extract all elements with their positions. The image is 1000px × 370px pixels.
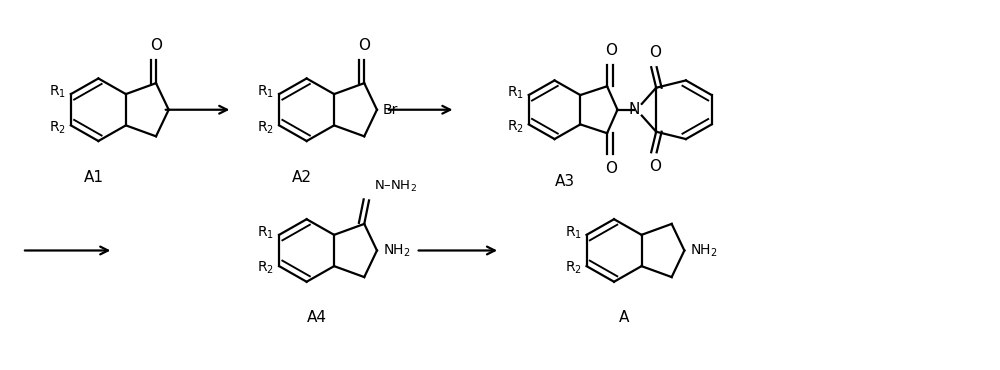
Text: O: O bbox=[649, 46, 661, 60]
Text: Br: Br bbox=[383, 103, 398, 117]
Text: R$_2$: R$_2$ bbox=[49, 119, 66, 135]
Text: R$_1$: R$_1$ bbox=[49, 84, 66, 100]
Text: O: O bbox=[605, 43, 617, 58]
Text: R$_2$: R$_2$ bbox=[565, 260, 582, 276]
Text: R$_1$: R$_1$ bbox=[257, 84, 274, 100]
Text: O: O bbox=[649, 159, 661, 174]
Text: R$_1$: R$_1$ bbox=[507, 85, 524, 101]
Text: O: O bbox=[150, 38, 162, 53]
Text: R$_2$: R$_2$ bbox=[257, 260, 274, 276]
Text: O: O bbox=[358, 38, 370, 53]
Text: A3: A3 bbox=[554, 174, 575, 189]
Text: R$_1$: R$_1$ bbox=[257, 225, 274, 241]
Text: R$_2$: R$_2$ bbox=[507, 118, 524, 135]
Text: A1: A1 bbox=[83, 169, 103, 185]
Text: A2: A2 bbox=[292, 169, 312, 185]
Text: R$_2$: R$_2$ bbox=[257, 119, 274, 135]
Text: NH$_2$: NH$_2$ bbox=[383, 242, 411, 259]
Text: NH$_2$: NH$_2$ bbox=[690, 242, 718, 259]
Text: A: A bbox=[619, 310, 629, 325]
Text: R$_1$: R$_1$ bbox=[565, 225, 582, 241]
Text: N–NH$_2$: N–NH$_2$ bbox=[374, 178, 417, 194]
Text: A4: A4 bbox=[307, 310, 327, 325]
Text: O: O bbox=[605, 161, 617, 176]
Text: N: N bbox=[628, 102, 640, 117]
